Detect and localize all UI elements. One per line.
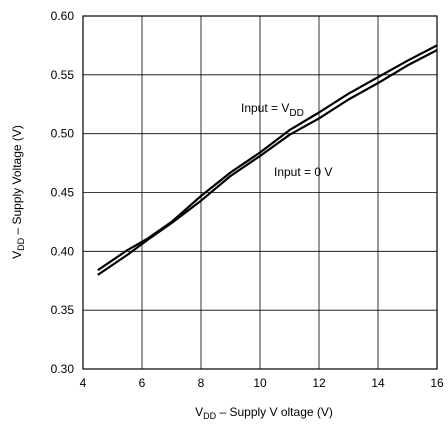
x-tick-label: 16: [430, 376, 444, 390]
y-tick-label: 0.35: [51, 303, 75, 317]
series-label-input-vdd-main: Input = V: [241, 101, 289, 115]
x-axis-label-rest: – Supply V oltage (V): [216, 405, 333, 419]
y-axis-label: VDD – Supply Voltage (V): [10, 125, 26, 259]
series-layer: [97, 44, 438, 276]
y-axis-label-sub: DD: [16, 237, 26, 250]
x-tick-label: 14: [371, 376, 385, 390]
grid: [82, 15, 438, 370]
x-axis-label: VDD – Supply V oltage (V): [195, 405, 333, 421]
x-tick-label: 6: [139, 376, 146, 390]
plot-frame: [82, 15, 438, 370]
x-tick-label: 4: [80, 376, 87, 390]
y-tick-label: 0.30: [51, 362, 75, 376]
y-tick-label: 0.40: [51, 244, 75, 258]
x-axis-label-sub: DD: [203, 411, 216, 421]
y-tick-label: 0.45: [51, 186, 75, 200]
x-axis-label-main: V: [195, 405, 203, 419]
x-tick-label: 8: [198, 376, 205, 390]
series-label-input-0v: Input = 0 V: [274, 165, 332, 179]
y-tick-label: 0.50: [51, 127, 75, 141]
y-tick-label: 0.60: [51, 9, 75, 23]
series-line-input-0v: [97, 49, 438, 276]
series-label-input-vdd: Input = VDD: [241, 101, 304, 119]
x-tick-label: 12: [312, 376, 326, 390]
series-label-input-0v-main: Input = 0 V: [274, 165, 332, 179]
series-label-input-vdd-sub: DD: [289, 108, 303, 119]
y-axis-label-main: V: [10, 251, 24, 259]
y-axis-label-rest: – Supply Voltage (V): [10, 125, 24, 238]
y-tick-label: 0.55: [51, 68, 75, 82]
x-tick-labels: 4 6 8 10 12 14 16: [80, 376, 444, 390]
y-tick-labels: 0.30 0.35 0.40 0.45 0.50 0.55 0.60: [51, 9, 75, 376]
x-tick-label: 10: [253, 376, 267, 390]
